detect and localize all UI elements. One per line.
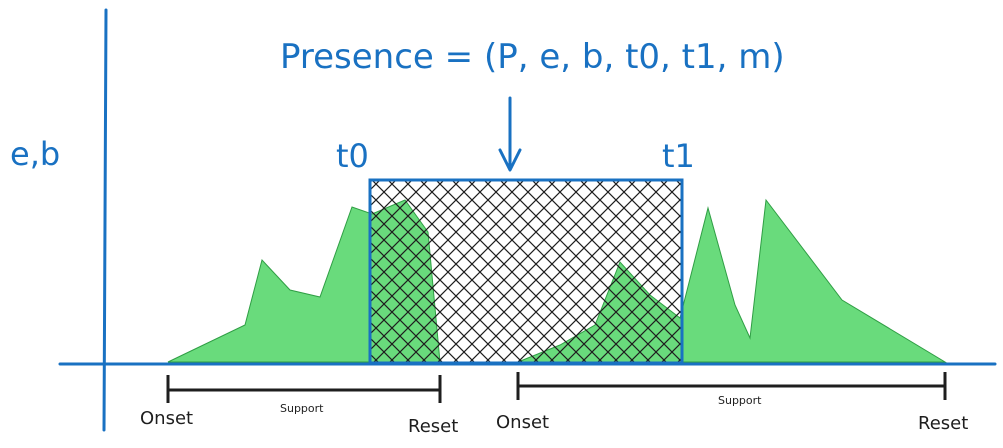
presence-box bbox=[368, 178, 684, 365]
support-label-right: Support bbox=[718, 394, 762, 407]
onset-label-right: Onset bbox=[496, 412, 549, 433]
t1-label: t1 bbox=[662, 137, 695, 175]
y-axis-label: e,b bbox=[10, 135, 60, 173]
reset-label-left: Reset bbox=[408, 416, 458, 437]
t0-label: t0 bbox=[336, 137, 369, 175]
reset-label-right: Reset bbox=[918, 413, 968, 434]
onset-label-left: Onset bbox=[140, 408, 193, 429]
support-bracket-right bbox=[516, 372, 947, 400]
y-axis bbox=[102, 8, 108, 432]
support-bracket-left bbox=[166, 375, 442, 403]
pointer-arrowhead bbox=[498, 148, 522, 172]
support-label-left: Support bbox=[280, 402, 324, 415]
presence-formula: Presence = (P, e, b, t0, t1, m) bbox=[280, 37, 785, 77]
